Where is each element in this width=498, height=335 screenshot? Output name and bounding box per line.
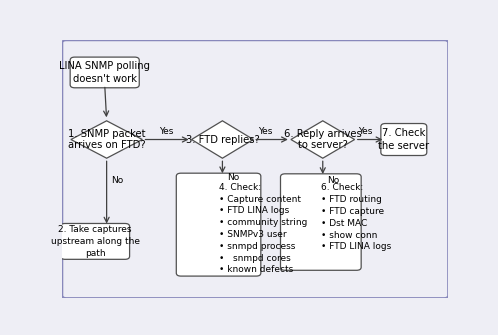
Text: 1. SNMP packet
arrives on FTD?: 1. SNMP packet arrives on FTD?: [68, 129, 145, 150]
FancyBboxPatch shape: [280, 174, 361, 270]
Text: No: No: [111, 176, 123, 185]
Text: Yes: Yes: [159, 127, 174, 136]
Text: Yes: Yes: [358, 127, 373, 136]
Text: 6. Check:
• FTD routing
• FTD capture
• Dst MAC
• show conn
• FTD LINA logs: 6. Check: • FTD routing • FTD capture • …: [321, 183, 391, 251]
Text: LINA SNMP polling
doesn't work: LINA SNMP polling doesn't work: [59, 61, 150, 84]
Text: 6. Reply arrives
to server?: 6. Reply arrives to server?: [284, 129, 362, 150]
FancyBboxPatch shape: [61, 223, 129, 259]
Polygon shape: [192, 121, 253, 158]
Text: Yes: Yes: [258, 127, 273, 136]
Text: No: No: [227, 173, 239, 182]
Polygon shape: [291, 121, 355, 158]
Text: 3. FTD replies?: 3. FTD replies?: [186, 135, 259, 144]
FancyBboxPatch shape: [70, 57, 139, 88]
Text: 7. Check
the server: 7. Check the server: [378, 128, 429, 151]
Text: 2. Take captures
upstream along the
path: 2. Take captures upstream along the path: [51, 225, 139, 258]
FancyBboxPatch shape: [62, 40, 448, 298]
Polygon shape: [71, 121, 142, 158]
Text: 4. Check:
• Capture content
• FTD LINA logs
• community string
• SNMPv3 user
• s: 4. Check: • Capture content • FTD LINA l…: [219, 183, 307, 274]
Text: No: No: [327, 176, 339, 185]
FancyBboxPatch shape: [381, 124, 427, 155]
FancyBboxPatch shape: [176, 173, 261, 276]
